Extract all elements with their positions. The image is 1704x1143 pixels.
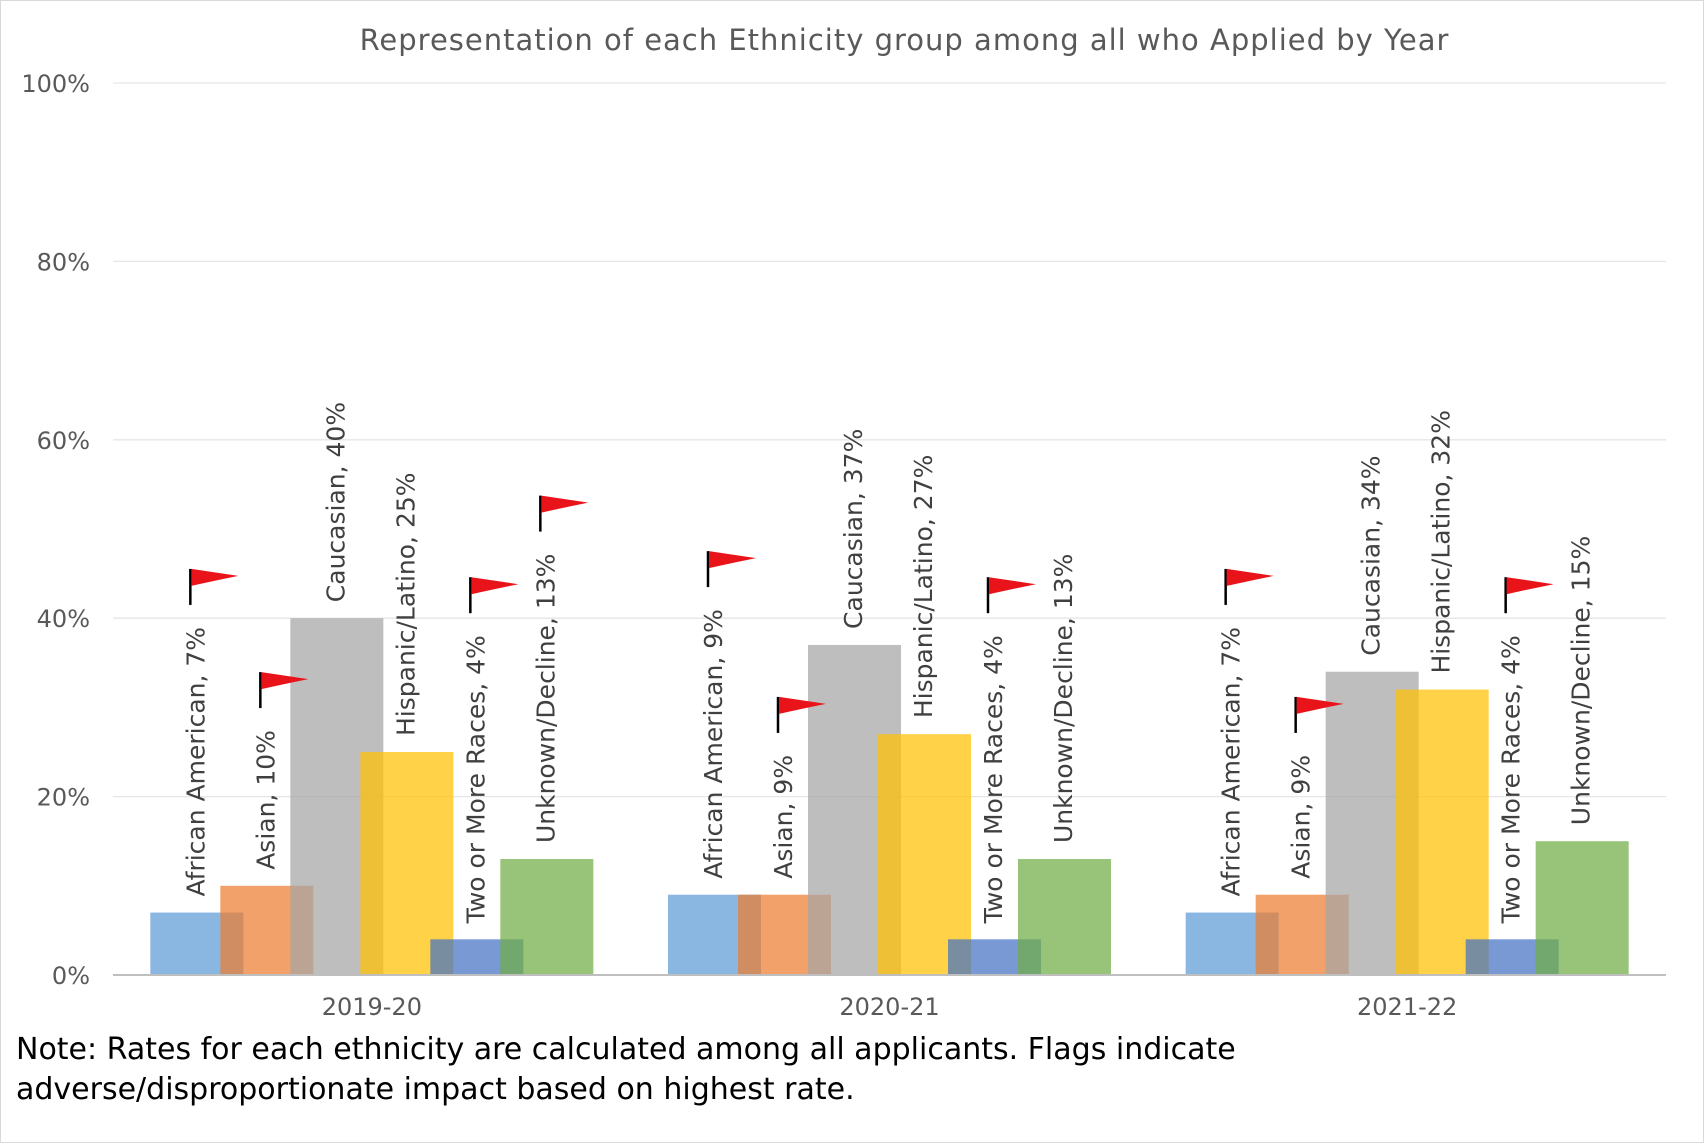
data-label: Unknown/Decline, 13% (1049, 554, 1078, 843)
flag-icon (541, 495, 589, 513)
bar (500, 859, 594, 975)
y-tick-label: 20% (37, 784, 90, 812)
flag-icon (989, 577, 1036, 595)
data-label: Caucasian, 34% (1357, 455, 1386, 655)
data-label: Two or More Races, 4% (1497, 635, 1526, 924)
flag-icon (1506, 577, 1554, 595)
bar (360, 752, 454, 975)
data-label: Hispanic/Latino, 32% (1427, 410, 1456, 674)
y-tick-label: 100% (21, 70, 90, 98)
flag-icon (191, 568, 239, 586)
y-tick-label: 60% (37, 427, 90, 455)
data-label: African American, 7% (181, 627, 210, 897)
data-label: Two or More Races, 4% (461, 635, 490, 924)
flag-icon (1296, 696, 1344, 714)
data-label: Hispanic/Latino, 25% (391, 472, 420, 736)
flag-icon (709, 551, 756, 569)
data-label: Asian, 10% (251, 730, 280, 870)
chart-title: Representation of each Ethnicity group a… (360, 23, 1450, 57)
bar (1535, 841, 1629, 975)
data-label: African American, 9% (699, 609, 728, 879)
data-label: Two or More Races, 4% (979, 635, 1008, 924)
bar (1018, 859, 1111, 975)
x-tick-label: 2021-22 (1357, 993, 1457, 1021)
flag-icon (1226, 568, 1274, 586)
flag-icon (261, 672, 309, 690)
data-label: Hispanic/Latino, 27% (909, 455, 938, 719)
chart-note: Note: Rates for each ethnicity are calcu… (16, 1032, 1236, 1107)
y-tick-label: 40% (37, 605, 90, 633)
x-tick-label: 2020-21 (839, 993, 939, 1021)
flag-icon (471, 577, 519, 595)
data-label: Asian, 9% (1287, 755, 1316, 879)
x-tick-label: 2019-20 (322, 993, 422, 1021)
y-tick-label: 0% (52, 962, 90, 990)
data-label: African American, 7% (1217, 627, 1246, 897)
bar (878, 734, 971, 975)
data-label: Caucasian, 37% (839, 429, 868, 629)
data-label: Asian, 9% (769, 755, 798, 879)
bar (1395, 689, 1489, 975)
data-label: Unknown/Decline, 15% (1567, 536, 1596, 825)
flag-icon (779, 696, 826, 714)
y-tick-label: 80% (37, 248, 90, 276)
data-label: Caucasian, 40% (321, 402, 350, 602)
data-label: Unknown/Decline, 13% (531, 554, 560, 843)
